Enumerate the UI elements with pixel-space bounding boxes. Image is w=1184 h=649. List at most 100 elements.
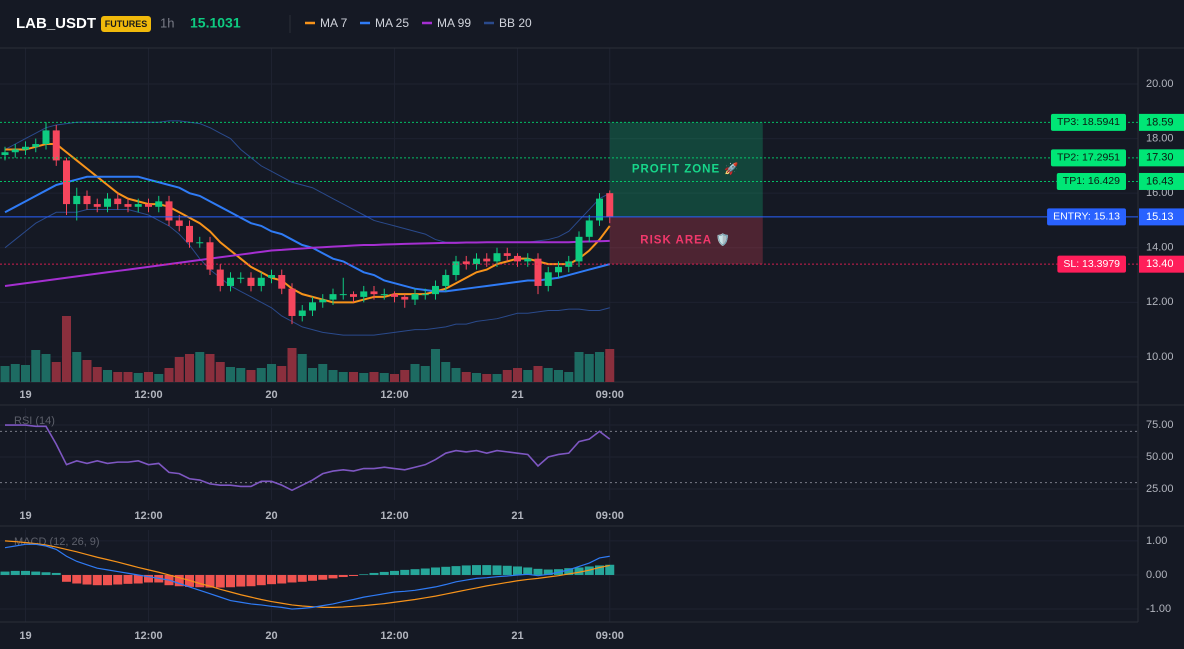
macd-histogram-bar — [133, 574, 143, 584]
macd-histogram-bar — [574, 567, 584, 575]
volume-bar — [133, 373, 143, 382]
macd-histogram-bar — [451, 566, 461, 575]
macd-histogram-bar — [523, 567, 533, 575]
macd-histogram-bar — [369, 572, 379, 575]
bb-lower — [4, 209, 610, 336]
volume-bar — [226, 367, 235, 382]
macd-histogram-bar — [10, 570, 20, 575]
badge: FUTURES — [105, 19, 148, 29]
level-label-bg — [1050, 149, 1126, 167]
candle-body — [145, 204, 152, 207]
price-tag-bg — [1139, 255, 1184, 273]
candle-body — [596, 198, 603, 221]
candle-body — [442, 275, 450, 286]
y-tick-label: 75.00 — [1146, 419, 1174, 431]
candle-body — [186, 225, 193, 243]
candle-body — [206, 242, 214, 270]
macd-histogram-bar — [226, 574, 235, 588]
macd-histogram-bar — [144, 574, 153, 583]
interval[interactable]: 1h — [160, 15, 174, 30]
candle-body — [421, 294, 429, 296]
volume-bar — [400, 370, 410, 382]
level-label-bg — [1057, 255, 1126, 273]
macd-histogram-bar — [92, 574, 102, 586]
volume-bar — [584, 354, 594, 382]
macd-histogram-bar — [62, 574, 71, 582]
x-tick-label: 19 — [19, 630, 31, 642]
volume-bar — [82, 360, 92, 382]
volume-bar — [31, 350, 41, 382]
candle-body — [42, 130, 50, 145]
macd-histogram-bar — [123, 574, 133, 584]
macd-histogram-bar — [51, 572, 61, 575]
candle-body — [391, 294, 398, 297]
legend-label[interactable]: MA 99 — [437, 16, 471, 30]
macd-histogram-bar — [472, 565, 481, 575]
macd-histogram-bar — [215, 574, 225, 588]
price-tag-bg — [1139, 149, 1184, 167]
y-tick-label: 0.00 — [1146, 569, 1167, 581]
y-tick-label: 50.00 — [1146, 451, 1174, 463]
macd-histogram-bar — [564, 568, 574, 575]
volume-bar — [564, 372, 574, 382]
candle-body — [514, 255, 521, 262]
level-label: TP1: 16.429 — [1063, 175, 1120, 187]
candle-body — [483, 258, 491, 262]
grid-layer — [0, 48, 1138, 622]
x-tick-label: 09:00 — [596, 389, 624, 401]
y-tick-label: 1.00 — [1146, 535, 1167, 547]
legend-label[interactable]: BB 20 — [499, 16, 532, 30]
ma-line — [4, 175, 611, 293]
volume-bar — [338, 372, 348, 382]
candle-body — [257, 277, 265, 286]
zone-label: RISK AREA 🛡️ — [640, 233, 731, 247]
macd-histogram-bar — [287, 574, 297, 583]
legend-label[interactable]: MA 25 — [375, 16, 409, 30]
price-tag-bg — [1139, 208, 1184, 226]
level-label-bg — [1056, 172, 1126, 190]
macd-histogram-bar — [174, 574, 184, 587]
volume-bar — [451, 368, 461, 382]
zone-label: PROFIT ZONE 🚀 — [632, 162, 740, 176]
candle-body — [278, 275, 286, 289]
zone — [609, 122, 763, 217]
candle-body — [237, 277, 245, 279]
volume-bar — [195, 352, 205, 382]
symbol[interactable]: LAB_USDT — [16, 15, 96, 32]
volume-bar — [144, 372, 153, 382]
macd-histogram-bar — [246, 574, 256, 587]
candle-body — [83, 195, 91, 205]
macd-histogram-bar — [410, 569, 420, 575]
y-tick-label: -1.00 — [1146, 603, 1171, 615]
macd-histogram-bar — [21, 570, 30, 575]
candle-body — [134, 204, 142, 207]
volume-bar — [543, 368, 553, 382]
indicator-label: RSI (14) — [14, 415, 55, 427]
y-tick-label: 10.00 — [1146, 351, 1174, 363]
macd-histogram-bar — [390, 570, 399, 575]
macd-histogram-bar — [205, 574, 215, 588]
volume-bar — [318, 364, 328, 382]
macd-histogram-bar — [82, 574, 92, 585]
candle-body — [288, 288, 296, 316]
volume-bar — [359, 373, 369, 382]
y-tick-label: 20.00 — [1146, 78, 1174, 90]
macd-histogram-bar — [113, 574, 123, 585]
zone — [609, 216, 763, 265]
macd-histogram-bar — [0, 571, 10, 575]
volume-bar — [461, 372, 471, 382]
macd-histogram-bar — [420, 568, 430, 575]
x-tick-label: 12:00 — [380, 630, 408, 642]
volume-bar — [472, 373, 481, 382]
level-label: SL: 13.3979 — [1063, 258, 1120, 270]
volume-bar — [92, 367, 102, 382]
volume-bar — [21, 365, 30, 382]
volume-bar — [113, 372, 123, 382]
legend-label[interactable]: MA 7 — [320, 16, 348, 30]
x-tick-label: 09:00 — [596, 630, 624, 642]
price-tag: 16.43 — [1146, 175, 1174, 187]
volume-bar — [379, 373, 389, 382]
x-tick-label: 12:00 — [380, 389, 408, 401]
volume-bar — [123, 372, 133, 382]
